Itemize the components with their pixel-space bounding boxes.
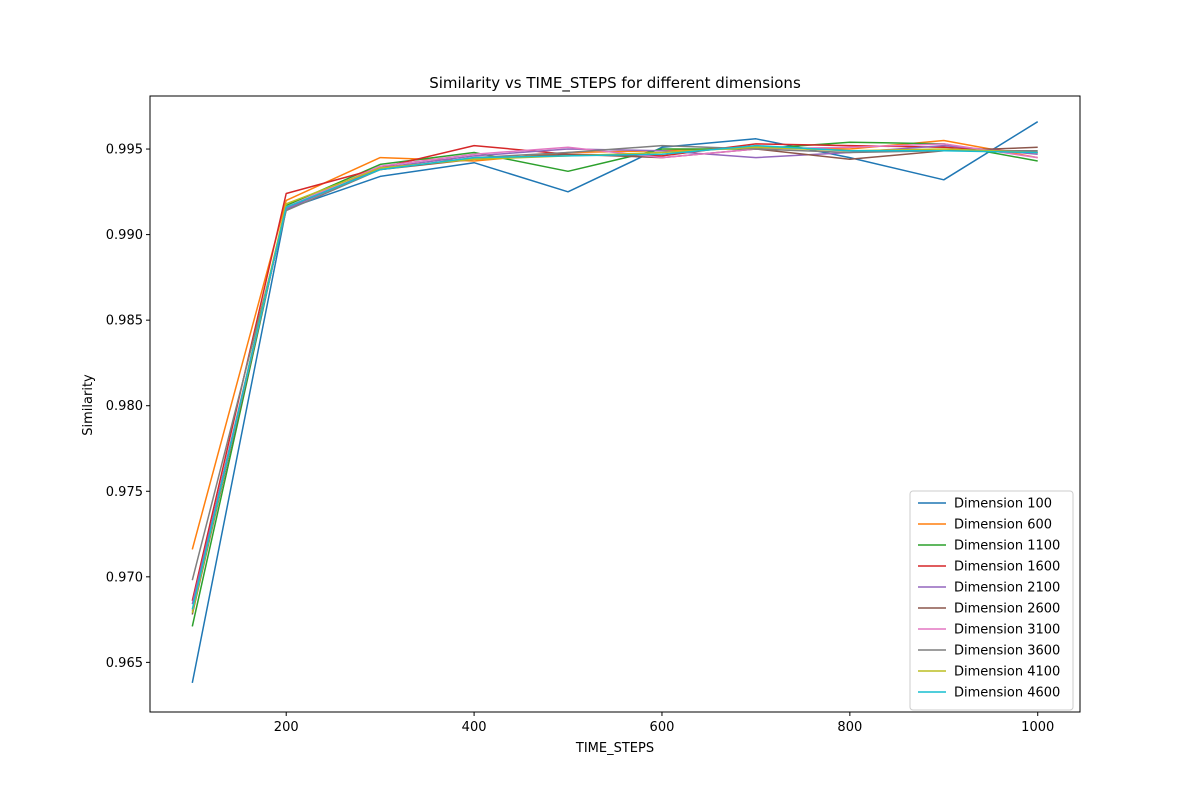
series-line-dimension-100: [191, 121, 1039, 684]
series-line-dimension-4600: [191, 144, 1038, 610]
series-line-dimension-3100: [191, 143, 1038, 612]
series-line-dimension-3600: [191, 144, 1038, 581]
series-line-dimension-4100: [191, 146, 1038, 613]
legend-box: [909, 490, 1074, 711]
legend-label: Dimension 1600: [954, 560, 1060, 575]
y-tick-label: 0.970: [106, 570, 143, 585]
y-tick-label: 0.990: [106, 228, 143, 243]
x-tick-label: 400: [462, 720, 487, 735]
x-tick-label: 600: [650, 720, 675, 735]
x-tick-label: 200: [274, 720, 299, 735]
legend-label: Dimension 2600: [954, 602, 1060, 617]
legend-label: Dimension 1100: [954, 539, 1060, 554]
chart-title: Similarity vs TIME_STEPS for different d…: [429, 74, 801, 93]
y-tick-label: 0.980: [106, 399, 143, 414]
series-line-dimension-600: [191, 139, 1038, 550]
x-tick-label: 1000: [1021, 720, 1054, 735]
x-tick-label: 800: [837, 720, 862, 735]
y-tick-label: 0.965: [106, 656, 143, 671]
legend: Dimension 100 Dimension 600 Dimension 1100…: [909, 490, 1074, 711]
y-tick-label: 0.985: [106, 314, 143, 329]
legend-label: Dimension 100: [954, 497, 1052, 512]
legend-label: Dimension 4600: [954, 686, 1060, 701]
y-tick-label: 0.975: [106, 485, 143, 500]
plot-area: 200 400 600 800 1000 0.965 0.970 0.975 0.980 0.98…: [106, 95, 1081, 735]
x-axis-label: TIME_STEPS: [575, 741, 654, 756]
series-line-dimension-1100: [191, 141, 1038, 627]
y-axis-label: Similarity: [81, 374, 96, 436]
y-tick-label: 0.995: [106, 143, 143, 158]
axes-frame: [149, 95, 1081, 713]
legend-label: Dimension 3600: [954, 644, 1060, 659]
legend-label: Dimension 4100: [954, 665, 1060, 680]
legend-label: Dimension 3100: [954, 623, 1060, 638]
legend-label: Dimension 600: [954, 518, 1052, 533]
legend-label: Dimension 2100: [954, 581, 1060, 596]
